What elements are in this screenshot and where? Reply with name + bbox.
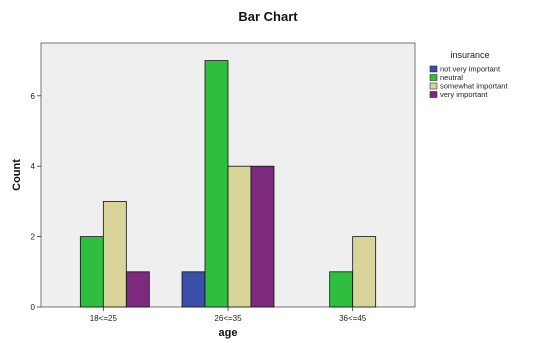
bars: [79, 60, 377, 308]
legend: insurance not very importantneutralsomew…: [429, 50, 508, 99]
bar-somewhat-important-0: [102, 200, 127, 308]
x-tick-label: 18<=25: [90, 314, 118, 323]
x-tick-label: 36<=45: [339, 314, 367, 323]
x-tick-label: 26<=35: [214, 314, 242, 323]
bar-neutral-0: [79, 236, 104, 308]
legend-swatch-very-important: [429, 91, 438, 98]
legend-label-not-very-important: not very important: [440, 65, 501, 74]
bar-somewhat-important-2: [352, 236, 377, 308]
legend-swatch-neutral: [429, 74, 438, 81]
bar-neutral-1: [204, 60, 229, 308]
chart-title: Bar Chart: [238, 9, 298, 24]
y-tick-label: 6: [31, 92, 36, 101]
y-axis: 0 2 4 6: [31, 92, 41, 312]
y-tick-label: 2: [31, 233, 36, 242]
y-tick-label: 4: [31, 162, 36, 171]
bar-neutral-2: [329, 271, 354, 308]
legend-label-very-important: very important: [440, 90, 488, 99]
y-axis-label: Count: [11, 159, 23, 191]
legend-label-somewhat-important: somewhat important: [440, 82, 508, 91]
bar-very-important-1: [250, 165, 275, 308]
x-axis-label: age: [219, 327, 238, 339]
y-tick-label: 0: [31, 303, 36, 312]
bar-somewhat-important-1: [227, 165, 252, 308]
legend-swatch-not-very-important: [429, 65, 438, 73]
legend-label-neutral: neutral: [440, 73, 463, 82]
legend-swatch-somewhat-important: [429, 82, 438, 90]
bar-not-very-important-1: [181, 271, 206, 308]
x-axis: 18<=25 26<=35 36<=45: [90, 307, 367, 323]
bar-very-important-0: [125, 271, 150, 308]
legend-title: insurance: [450, 50, 489, 60]
